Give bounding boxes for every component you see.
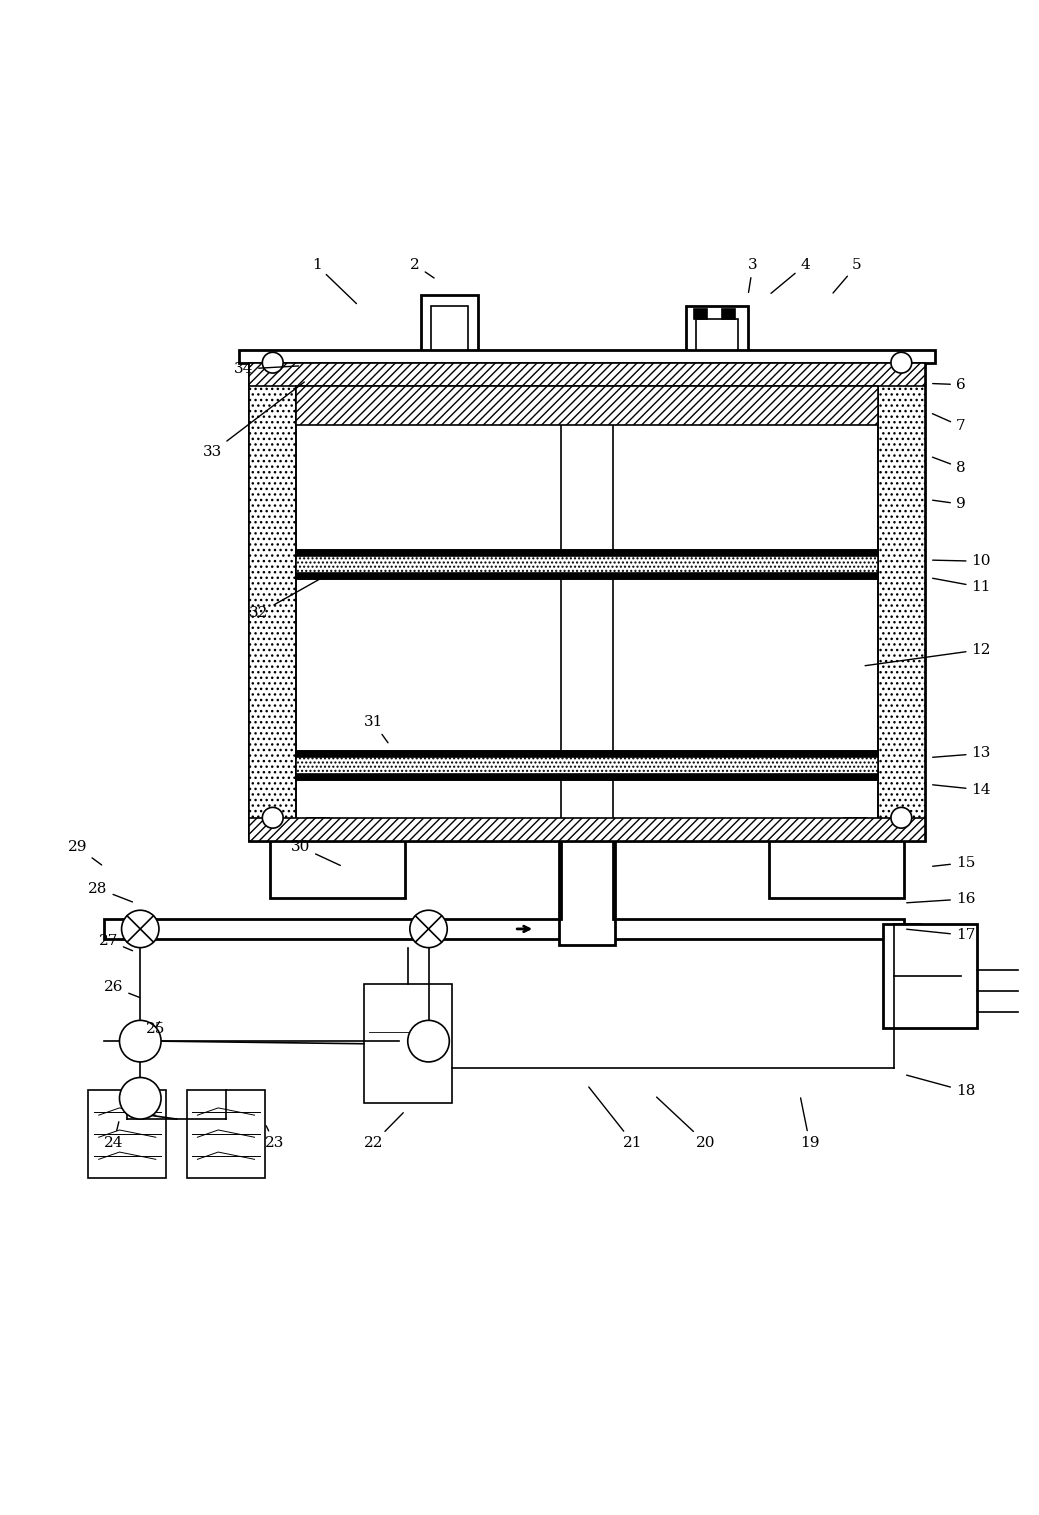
- Text: 31: 31: [364, 715, 388, 742]
- Bar: [296, 751, 878, 758]
- Text: 3: 3: [748, 258, 757, 292]
- Text: 7: 7: [932, 414, 965, 433]
- Bar: [894, 924, 920, 939]
- Bar: [431, 306, 468, 362]
- Bar: [694, 309, 707, 320]
- Bar: [187, 1089, 265, 1179]
- Bar: [769, 841, 904, 898]
- Bar: [88, 1089, 166, 1179]
- Text: 23: 23: [265, 1126, 285, 1150]
- Text: 6: 6: [933, 377, 965, 392]
- Text: 18: 18: [907, 1076, 976, 1098]
- Text: 19: 19: [800, 1098, 820, 1150]
- Bar: [296, 550, 878, 556]
- Text: 16: 16: [907, 892, 976, 906]
- Bar: [421, 295, 478, 362]
- Text: 4: 4: [771, 258, 809, 294]
- Bar: [296, 550, 878, 579]
- Bar: [722, 309, 735, 320]
- Text: 17: 17: [907, 929, 976, 942]
- Text: 20: 20: [657, 1097, 716, 1150]
- Circle shape: [409, 911, 447, 948]
- Bar: [686, 306, 748, 362]
- Text: 14: 14: [933, 783, 991, 797]
- Bar: [878, 362, 925, 841]
- Text: 5: 5: [833, 258, 861, 292]
- Text: 11: 11: [933, 579, 991, 594]
- Bar: [104, 918, 561, 939]
- Bar: [613, 918, 904, 939]
- Bar: [559, 841, 615, 944]
- Bar: [364, 985, 452, 1103]
- Text: 32: 32: [249, 579, 320, 620]
- Text: 33: 33: [203, 382, 304, 459]
- Bar: [249, 362, 925, 841]
- Text: 26: 26: [104, 980, 140, 997]
- Text: 8: 8: [933, 458, 965, 474]
- Bar: [844, 818, 867, 841]
- Bar: [696, 320, 738, 362]
- Circle shape: [119, 1021, 161, 1062]
- Bar: [239, 350, 935, 362]
- Bar: [249, 362, 925, 385]
- Text: 13: 13: [933, 747, 991, 761]
- Text: 30: 30: [291, 839, 341, 865]
- Bar: [307, 818, 329, 841]
- Bar: [249, 362, 296, 841]
- Bar: [296, 385, 878, 426]
- Text: 29: 29: [68, 839, 102, 865]
- Circle shape: [891, 353, 912, 373]
- Text: 10: 10: [933, 554, 991, 568]
- Bar: [296, 774, 878, 780]
- Bar: [270, 841, 405, 898]
- Text: 1: 1: [312, 258, 356, 303]
- Text: 15: 15: [933, 856, 976, 870]
- Text: 34: 34: [234, 362, 298, 376]
- Circle shape: [122, 911, 159, 948]
- Circle shape: [891, 807, 912, 829]
- Circle shape: [263, 353, 283, 373]
- Text: 24: 24: [104, 1121, 124, 1150]
- Circle shape: [119, 1077, 161, 1120]
- Text: 21: 21: [589, 1086, 643, 1150]
- Circle shape: [263, 807, 283, 829]
- Text: 28: 28: [88, 882, 133, 901]
- Bar: [296, 573, 878, 579]
- Text: 27: 27: [99, 933, 133, 951]
- Text: 9: 9: [933, 497, 965, 511]
- Bar: [883, 924, 977, 1027]
- Bar: [249, 818, 925, 841]
- Text: 2: 2: [410, 258, 434, 277]
- Bar: [296, 751, 878, 780]
- Text: 25: 25: [145, 1021, 165, 1036]
- Circle shape: [407, 1021, 449, 1062]
- Text: 22: 22: [364, 1112, 403, 1150]
- Text: 12: 12: [865, 642, 991, 665]
